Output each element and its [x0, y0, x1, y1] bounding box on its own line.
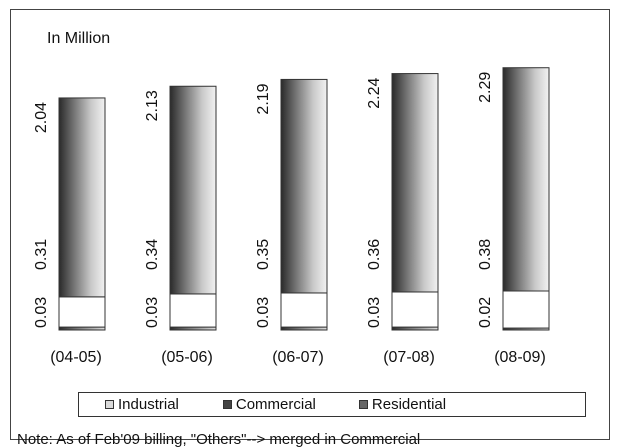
- legend-label-industrial: Industrial: [118, 396, 179, 413]
- bar-residential-4: [502, 67, 550, 292]
- data-label-industrial-2: 0.03: [255, 297, 272, 328]
- data-label-commercial-0: 0.31: [33, 239, 50, 270]
- data-label-residential-0: 2.04: [33, 102, 50, 133]
- data-label-commercial-4: 0.38: [477, 239, 494, 270]
- category-label-4: (08-09): [494, 349, 546, 366]
- bar-residential-0: [58, 97, 106, 298]
- category-label-1: (05-06): [161, 349, 213, 366]
- bar-residential-1: [169, 85, 217, 295]
- stacked-bar-chart: 0.03 0.31 2.04 (04-05) 0.03 0.34 2.13 (05-06) 0.…: [33, 67, 550, 366]
- category-label-3: (07-08): [383, 349, 435, 366]
- data-label-industrial-0: 0.03: [33, 297, 50, 328]
- legend-swatch-commercial: [222, 400, 232, 409]
- data-label-industrial-4: 0.02: [477, 297, 494, 328]
- data-label-commercial-1: 0.34: [144, 239, 161, 270]
- bar-commercial-4: [502, 290, 550, 329]
- data-label-commercial-3: 0.36: [366, 239, 383, 270]
- legend-item-commercial: Commercial: [222, 396, 316, 413]
- legend: Industrial Commercial Residential: [78, 392, 586, 417]
- bar-commercial-1: [169, 293, 217, 328]
- data-label-residential-4: 2.29: [477, 72, 494, 103]
- category-label-2: (06-07): [272, 349, 324, 366]
- legend-swatch-industrial: [105, 400, 114, 409]
- data-label-residential-1: 2.13: [144, 90, 161, 121]
- data-label-residential-2: 2.19: [255, 83, 272, 114]
- legend-item-residential: Residential: [358, 396, 447, 413]
- legend-label-residential: Residential: [371, 396, 447, 413]
- bar-residential-2: [280, 78, 328, 294]
- data-label-industrial-3: 0.03: [366, 297, 383, 328]
- category-label-0: (04-05): [50, 349, 102, 366]
- chart-frame: 0.03 0.31 2.04 (04-05) 0.03 0.34 2.13 (05-06) 0.…: [10, 9, 610, 448]
- data-label-industrial-1: 0.03: [144, 297, 161, 328]
- footnote: Note: As of Feb'09 billing, "Others"--> …: [17, 431, 421, 448]
- legend-item-industrial: Industrial: [105, 396, 179, 413]
- bar-commercial-0: [58, 296, 106, 328]
- data-label-commercial-2: 0.35: [255, 239, 272, 270]
- unit-label: In Million: [47, 30, 111, 47]
- legend-swatch-residential: [358, 400, 368, 409]
- bar-commercial-2: [280, 292, 328, 328]
- bar-commercial-3: [391, 291, 439, 328]
- legend-label-commercial: Commercial: [235, 396, 316, 413]
- data-label-residential-3: 2.24: [366, 77, 383, 108]
- bar-residential-3: [391, 73, 439, 293]
